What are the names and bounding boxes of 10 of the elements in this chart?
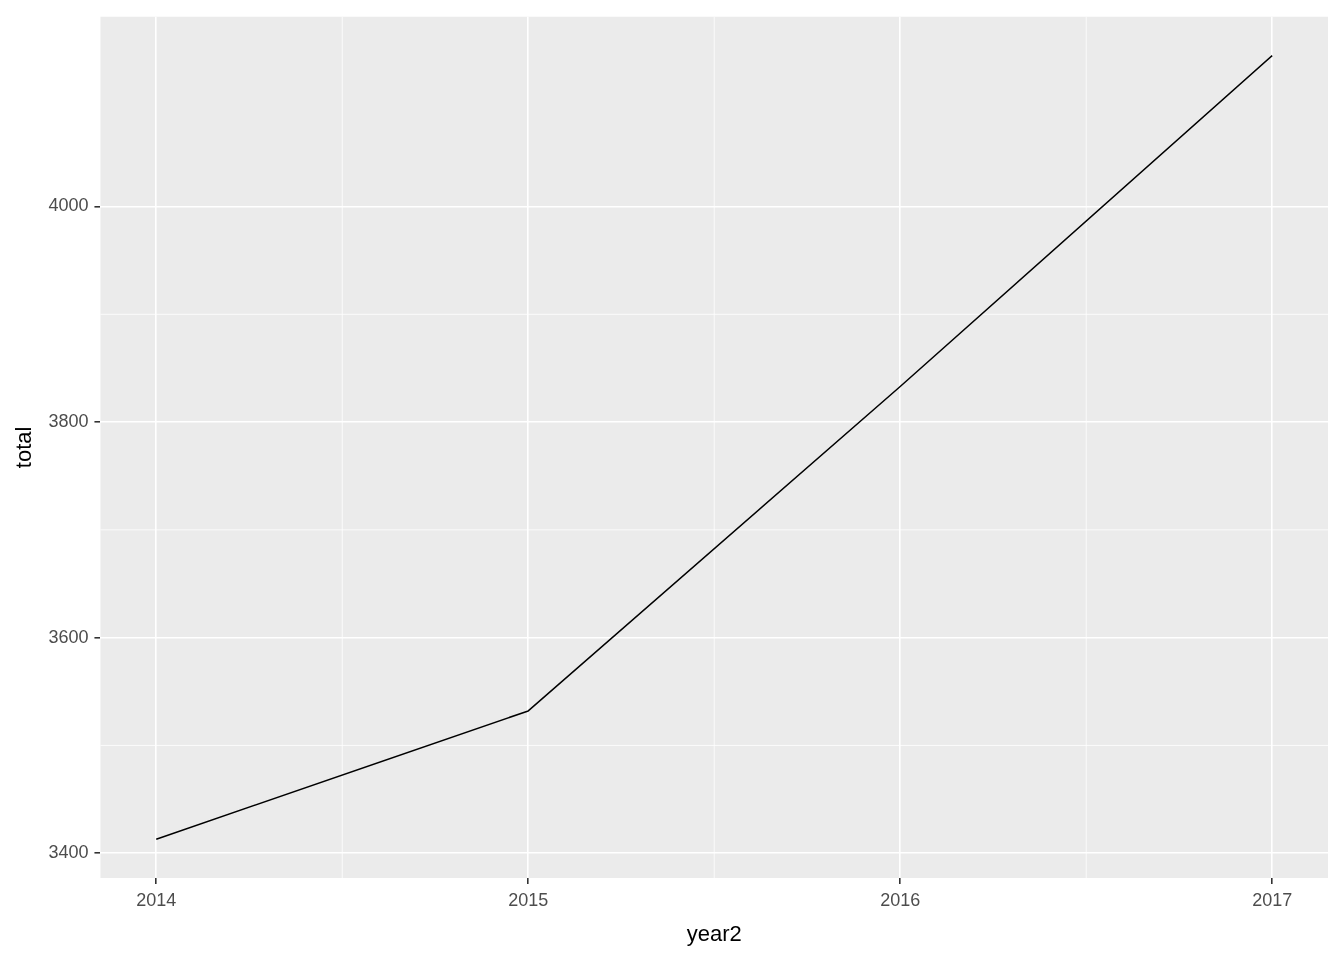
- x-tick-label: 2014: [136, 889, 177, 910]
- x-axis-title: year2: [686, 920, 742, 946]
- x-tick-label: 2015: [508, 889, 549, 910]
- y-tick-label: 3800: [48, 411, 89, 432]
- x-tick-label: 2016: [880, 889, 921, 910]
- y-tick-label: 4000: [48, 195, 89, 216]
- x-tick-label: 2017: [1252, 889, 1293, 910]
- y-tick-label: 3600: [48, 626, 89, 647]
- y-tick-label: 3400: [48, 842, 89, 863]
- y-axis-title: total: [11, 426, 37, 469]
